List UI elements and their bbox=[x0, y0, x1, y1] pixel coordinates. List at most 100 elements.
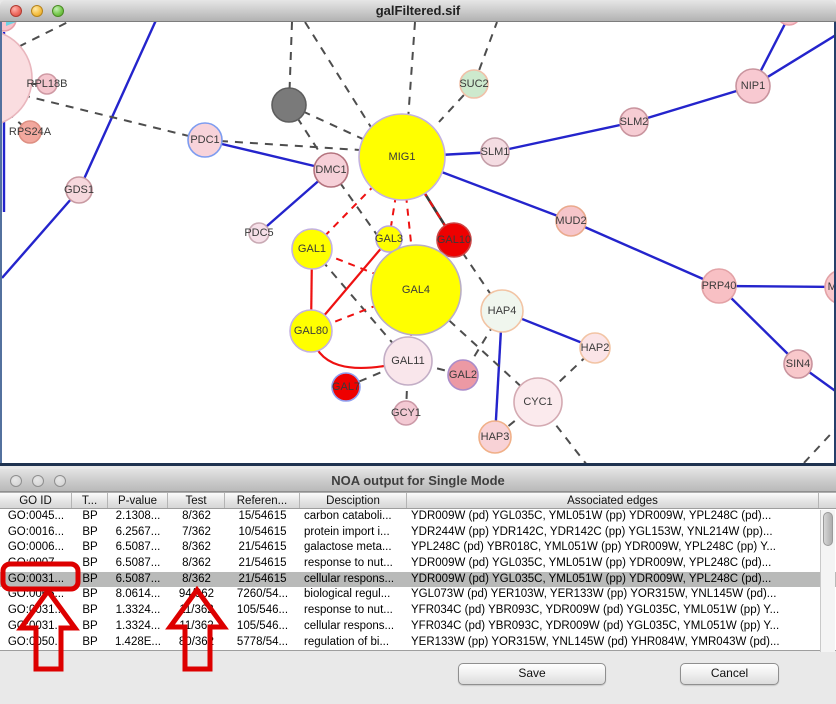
node-NIP1[interactable] bbox=[735, 68, 771, 104]
edge-dash[interactable] bbox=[802, 424, 834, 463]
node-HAP4[interactable] bbox=[480, 289, 524, 333]
cancel-button[interactable]: Cancel bbox=[680, 663, 779, 685]
node-label-SLM2: SLM2 bbox=[620, 116, 649, 128]
node-GAL1[interactable] bbox=[291, 228, 333, 270]
edge-blue[interactable] bbox=[494, 120, 635, 154]
node-GAL4[interactable] bbox=[370, 244, 462, 336]
node-PDC5[interactable] bbox=[248, 222, 270, 244]
noa-window-titlebar[interactable]: NOA output for Single Mode bbox=[0, 469, 836, 492]
table-row[interactable]: GO:0007... BP 6.5087... 8/362 21/54615 respon… bbox=[0, 556, 836, 572]
table-row[interactable]: GO:0031... BP 6.5087... 8/362 21/54615 cellul… bbox=[0, 571, 836, 588]
node-PDC1[interactable] bbox=[187, 122, 223, 158]
edge-blue[interactable] bbox=[204, 138, 332, 172]
minimize-button-icon[interactable] bbox=[31, 5, 43, 17]
cell: 15/54615 bbox=[238, 510, 287, 522]
node-SIN4[interactable] bbox=[783, 349, 813, 379]
edge-dash[interactable] bbox=[288, 104, 403, 158]
edge-dash[interactable] bbox=[537, 401, 587, 463]
node-GAL2[interactable] bbox=[447, 359, 479, 391]
vertical-scrollbar[interactable] bbox=[820, 510, 835, 652]
node-GAL7[interactable] bbox=[331, 372, 361, 402]
table-row[interactable]: GO:0031... BP 1.3324... 11/362 105/546... res… bbox=[0, 603, 836, 619]
close-button-icon[interactable] bbox=[10, 475, 22, 487]
node-HAP2[interactable] bbox=[579, 332, 611, 364]
node-GAL10[interactable] bbox=[436, 222, 472, 258]
table-row[interactable]: GO:0050... BP 1.428E... 80/362 5778/54... reg… bbox=[0, 634, 836, 651]
node-GAL3[interactable] bbox=[375, 225, 403, 253]
node-PRP40[interactable] bbox=[701, 268, 737, 304]
edge-dash[interactable] bbox=[407, 22, 416, 121]
node-MUD2[interactable] bbox=[555, 205, 587, 237]
close-button-icon[interactable] bbox=[10, 5, 22, 17]
edge-blue[interactable] bbox=[718, 285, 799, 365]
column-header-test[interactable]: Test bbox=[168, 493, 225, 508]
edge-reddash[interactable] bbox=[311, 156, 403, 250]
node-SUC2[interactable] bbox=[459, 69, 489, 99]
node-GAL11[interactable] bbox=[383, 336, 433, 386]
column-header-referen-[interactable]: Referen... bbox=[225, 493, 300, 508]
edge-dash[interactable] bbox=[345, 360, 409, 388]
column-header-associated-edges[interactable]: Associated edges bbox=[407, 493, 819, 508]
cell: 6.5087... bbox=[115, 541, 161, 554]
network-graph[interactable]: RPL18B RPS24A GDS1 PDC1 DMC1 MIG1 PDC5 GAL1 GAL3… bbox=[2, 22, 834, 463]
node-RPS24A[interactable] bbox=[18, 120, 42, 144]
zoom-button-icon[interactable] bbox=[52, 5, 64, 17]
cell: GO:0045... bbox=[7, 510, 65, 522]
edge-blue[interactable] bbox=[752, 30, 834, 88]
edge-dash[interactable] bbox=[473, 22, 498, 85]
minimize-button-icon[interactable] bbox=[32, 475, 44, 487]
edge-blue[interactable] bbox=[633, 84, 754, 124]
cell: 21/54615 bbox=[238, 572, 287, 585]
edge-reddash[interactable] bbox=[401, 156, 417, 291]
edge-blue[interactable] bbox=[2, 189, 80, 279]
edge-blue[interactable] bbox=[570, 219, 720, 288]
save-button[interactable]: Save bbox=[458, 663, 606, 685]
node-label-DMC1: DMC1 bbox=[315, 164, 346, 176]
graph-window-titlebar[interactable]: galFiltered.sif bbox=[0, 0, 836, 22]
node-bigpale[interactable] bbox=[2, 30, 33, 126]
table-row[interactable]: GO:0006... BP 6.5087... 8/362 21/54615 galact… bbox=[0, 540, 836, 557]
edge-blue[interactable] bbox=[77, 22, 157, 191]
traffic-lights bbox=[10, 5, 64, 17]
cell: response to nut... bbox=[304, 557, 393, 570]
cell: BP bbox=[82, 588, 98, 601]
cell: cellular respons... bbox=[304, 572, 395, 585]
node-SLM1[interactable] bbox=[480, 137, 510, 167]
scrollbar-thumb[interactable] bbox=[823, 512, 833, 546]
edge-dash[interactable] bbox=[204, 139, 361, 151]
table-header-row[interactable]: GO ID T... P-value Test Referen... Desciption… bbox=[0, 492, 836, 509]
node-GAL80[interactable] bbox=[289, 309, 333, 353]
node-MSL1[interactable] bbox=[824, 270, 834, 304]
node-GRAY[interactable] bbox=[271, 87, 307, 123]
column-header-go-id[interactable]: GO ID bbox=[0, 493, 72, 508]
cell: 8/362 bbox=[182, 557, 211, 570]
table-row[interactable]: GO:0016... BP 6.2567... 7/362 10/54615 protei… bbox=[0, 524, 836, 541]
node-label-HAP2: HAP2 bbox=[581, 342, 610, 354]
table-row[interactable]: GO:0065... BP 8.0614... 94/362 7260/54... bio… bbox=[0, 587, 836, 604]
table-row[interactable]: GO:0045... BP 2.1308... 8/362 15/54615 carbon… bbox=[0, 509, 836, 525]
node-GDS1[interactable] bbox=[65, 176, 93, 204]
node-HAP3[interactable] bbox=[478, 420, 512, 454]
edge-dash[interactable] bbox=[415, 289, 539, 403]
table-row[interactable]: GO:0031... BP 1.3324... 11/362 105/546... cel… bbox=[0, 618, 836, 635]
column-header-t-[interactable]: T... bbox=[72, 493, 108, 508]
edge-dash[interactable] bbox=[21, 94, 206, 141]
node-MIG1[interactable] bbox=[358, 113, 446, 201]
node-RPL18B[interactable] bbox=[36, 73, 58, 95]
cell: GO:0031... bbox=[7, 619, 65, 632]
cell: 1.428E... bbox=[114, 635, 162, 648]
edge-dash[interactable] bbox=[304, 22, 375, 133]
node-DMC1[interactable] bbox=[313, 152, 349, 188]
network-canvas[interactable]: RPL18B RPS24A GDS1 PDC1 DMC1 MIG1 PDC5 GAL1 GAL3… bbox=[0, 22, 836, 463]
cell: YFR034C (pd) YBR093C, YDR009W (pd) YGL03… bbox=[411, 604, 780, 617]
node-label-SLM1: SLM1 bbox=[481, 146, 510, 158]
column-header-desciption[interactable]: Desciption bbox=[300, 493, 407, 508]
node-toppink[interactable] bbox=[777, 22, 801, 26]
node-tlpink[interactable] bbox=[2, 22, 17, 32]
node-GCY1[interactable] bbox=[393, 400, 419, 426]
node-CYC1[interactable] bbox=[513, 377, 563, 427]
column-header-p-value[interactable]: P-value bbox=[108, 493, 168, 508]
edge-blue[interactable] bbox=[718, 284, 834, 289]
node-SLM2[interactable] bbox=[619, 107, 649, 137]
zoom-button-icon[interactable] bbox=[54, 475, 66, 487]
